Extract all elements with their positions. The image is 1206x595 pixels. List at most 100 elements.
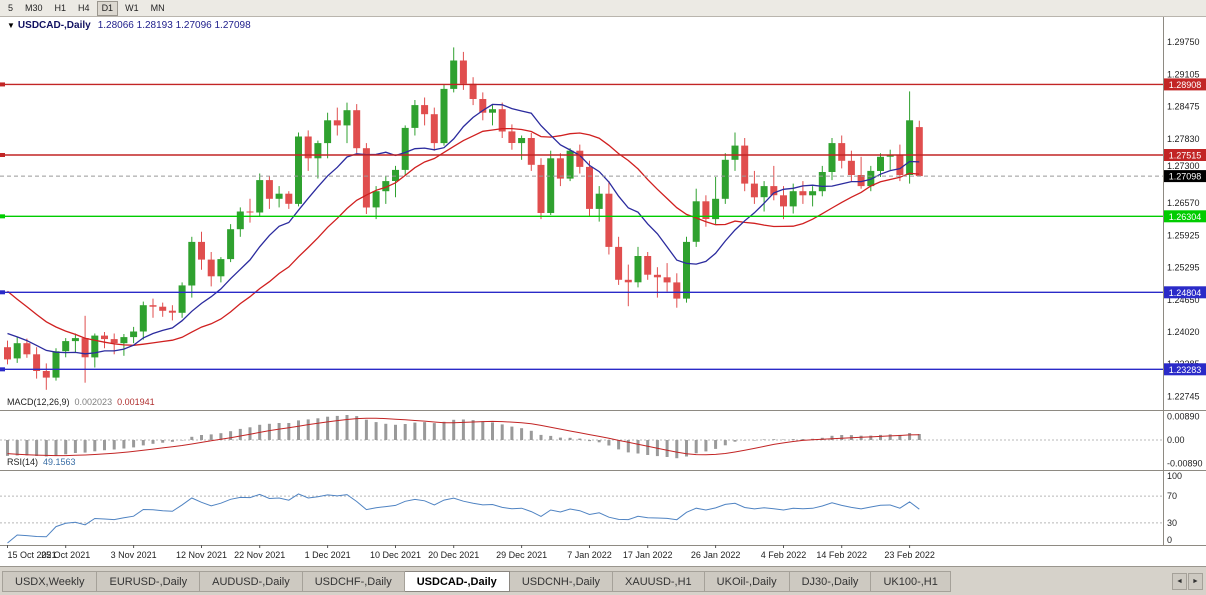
macd-signal-line [7,417,920,457]
candle-body [42,371,50,378]
tab-usdchf-daily[interactable]: USDCHF-,Daily [302,571,405,592]
candle-body [382,181,390,192]
candle-body [750,183,758,198]
svg-text:1.25925: 1.25925 [1167,231,1200,241]
candle-body [62,341,70,352]
timeframe-button-h4[interactable]: H4 [73,1,95,16]
candle-body [52,351,60,378]
candle-body [780,195,787,207]
candle-body [168,310,176,313]
svg-text:1.28475: 1.28475 [1167,101,1200,111]
tab-audusd-daily[interactable]: AUDUSD-,Daily [200,571,303,592]
svg-text:70: 70 [1167,491,1177,501]
timeframe-button-w1[interactable]: W1 [120,1,144,16]
svg-text:-0.00890: -0.00890 [1167,459,1203,469]
candle-body [605,193,613,247]
line-anchor [0,82,5,87]
candle-body [13,343,21,359]
svg-text:1.27515: 1.27515 [1169,151,1202,161]
candle-body [333,120,341,126]
candle-body [556,158,564,179]
candle-body [343,110,351,126]
timeframe-toolbar: 5 M30 H1 H4 D1 W1 MN [0,0,1206,17]
candle-body [518,138,526,144]
candle-body [101,335,108,340]
tab-usdcnh-daily[interactable]: USDCNH-,Daily [509,571,614,592]
candle-body [33,354,41,371]
svg-text:14 Feb 2022: 14 Feb 2022 [816,550,867,560]
svg-text:10 Dec 2021: 10 Dec 2021 [370,550,421,560]
svg-text:1.24804: 1.24804 [1169,288,1202,298]
timeframe-button-m5[interactable]: 5 [3,1,18,16]
timeframe-button-h1[interactable]: H1 [50,1,72,16]
tab-usdx-weekly[interactable]: USDX,Weekly [2,571,98,592]
candle-body [683,241,690,299]
svg-text:1.27830: 1.27830 [1167,134,1200,144]
tab-scroll-left-button[interactable]: ◄ [1172,573,1187,590]
candle-body [702,201,710,219]
svg-text:1.26570: 1.26570 [1167,198,1200,208]
candle-body [527,138,535,165]
candle-body [886,154,894,157]
candle-body [857,175,865,187]
candle-body [731,145,739,160]
svg-text:30: 30 [1167,518,1177,528]
candle-body [139,305,147,332]
candle-body [770,186,778,196]
candle-body [110,339,118,344]
timeframe-button-mn[interactable]: MN [146,1,170,16]
tab-scroll-controls: ◄ ► [1172,573,1203,590]
candle-body [712,198,720,220]
svg-text:12 Nov 2021: 12 Nov 2021 [176,550,227,560]
candles-layer [4,47,923,390]
candle-body [877,156,884,171]
candle-body [537,164,545,213]
candle-body [227,229,235,260]
candle-body [188,241,196,286]
chart-canvas[interactable]: 1.29750 1.29105 1.28475 1.27830 1.27300 1.265… [0,17,1206,566]
tab-usdcad-daily[interactable]: USDCAD-,Daily [404,571,510,592]
candle-body [120,337,128,344]
candle-body [217,259,225,277]
tab-uk100-h1[interactable]: UK100-,H1 [871,571,951,592]
ma-slow-line [7,127,920,346]
tab-ukoil-daily[interactable]: UKOil-,Daily [704,571,790,592]
price-badge-1.23283: 1.23283 [1164,363,1206,376]
candle-body [838,143,846,161]
tab-xauusd-h1[interactable]: XAUUSD-,H1 [613,571,705,592]
chart-background [0,17,1206,566]
tab-eurusd-daily[interactable]: EURUSD-,Daily [97,571,201,592]
timeframe-button-m30[interactable]: M30 [20,1,48,16]
candle-body [653,274,661,278]
price-axis[interactable]: 1.29750 1.29105 1.28475 1.27830 1.27300 1.265… [1167,37,1200,402]
svg-text:0.00890: 0.00890 [1167,411,1200,421]
candle-body [275,193,283,199]
candle-body [304,136,312,159]
indicator-axis: 0.00890 0.00 -0.00890 100 70 30 0 [1167,411,1203,545]
svg-text:23 Feb 2022: 23 Feb 2022 [884,550,935,560]
candle-body [644,256,652,275]
timeframe-button-d1[interactable]: D1 [96,0,119,16]
candle-body [450,60,458,89]
svg-text:1.26304: 1.26304 [1169,212,1202,222]
candle-body [392,169,399,181]
svg-text:22 Nov 2021: 22 Nov 2021 [234,550,285,560]
svg-text:1.29750: 1.29750 [1167,37,1200,47]
tab-dj30-daily[interactable]: DJ30-,Daily [789,571,872,592]
candle-body [401,127,409,170]
candle-body [634,256,642,283]
rsi-line [7,493,920,544]
svg-text:1.27098: 1.27098 [1169,172,1202,182]
line-anchor [0,290,5,295]
svg-text:20 Dec 2021: 20 Dec 2021 [428,550,479,560]
svg-text:1.25295: 1.25295 [1167,262,1200,272]
price-badge-1.24804: 1.24804 [1164,286,1206,299]
svg-text:1.29105: 1.29105 [1167,70,1200,80]
candle-body [789,191,797,207]
tab-scroll-right-button[interactable]: ► [1188,573,1203,590]
candle-body [809,191,817,196]
candle-body [896,154,904,175]
candle-body [847,160,855,175]
